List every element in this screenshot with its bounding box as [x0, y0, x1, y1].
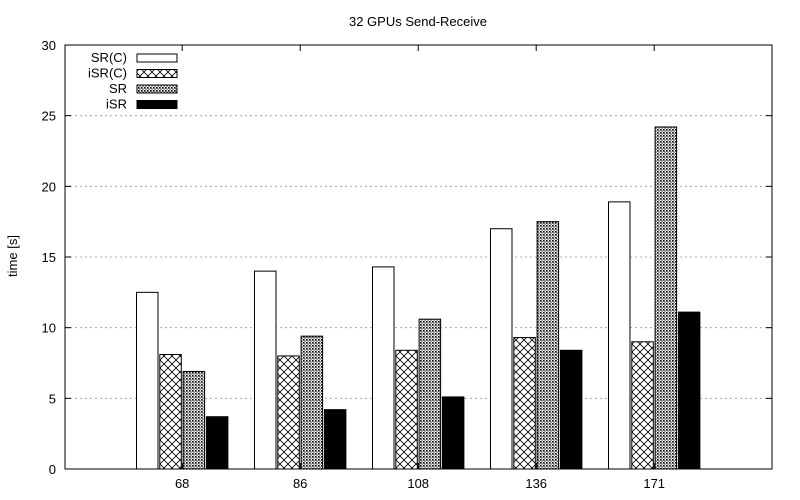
x-tick-label: 68: [175, 476, 189, 491]
legend-swatch: [136, 84, 178, 94]
bar: [205, 416, 229, 470]
y-tick-label: 15: [42, 250, 56, 265]
y-tick-label: 25: [42, 109, 56, 124]
bar: [136, 291, 159, 470]
bars: [136, 126, 701, 470]
bar: [254, 270, 277, 470]
legend-swatch: [136, 53, 178, 63]
x-tick-label: 136: [525, 476, 547, 491]
bar: [513, 337, 536, 470]
bar: [631, 341, 654, 470]
bar: [182, 370, 206, 470]
legend-label: SR: [109, 81, 127, 96]
bar: [372, 266, 395, 470]
y-tick-label: 0: [49, 462, 56, 477]
bar: [323, 409, 347, 470]
bar: [608, 201, 631, 470]
y-tick-label: 5: [49, 391, 56, 406]
y-tick-label: 30: [42, 38, 56, 53]
bar: [559, 349, 583, 470]
legend-swatch: [136, 100, 178, 109]
bar: [654, 126, 678, 470]
bar: [677, 311, 701, 470]
bar: [490, 228, 513, 470]
legend-label: SR(C): [91, 50, 127, 65]
y-tick-label: 20: [42, 179, 56, 194]
y-axis-label: time [s]: [5, 235, 20, 277]
bar: [418, 318, 442, 470]
axis-ticks: 0 5 10 15 20 25 30 68 86 108 136 171: [42, 38, 772, 491]
legend-label: iSR(C): [88, 66, 127, 81]
y-tick-label: 10: [42, 321, 56, 336]
x-tick-label: 108: [407, 476, 429, 491]
bar: [441, 396, 465, 470]
x-tick-label: 86: [293, 476, 307, 491]
bar: [300, 335, 324, 470]
x-tick-label: 171: [643, 476, 665, 491]
bar: [536, 221, 560, 470]
plot-frame: [64, 44, 773, 470]
legend-swatch: [136, 69, 178, 78]
bar: [159, 354, 182, 470]
legend-label: iSR: [106, 97, 127, 112]
chart-title: 32 GPUs Send-Receive: [349, 14, 487, 29]
bar: [277, 355, 300, 470]
bar: [395, 349, 418, 470]
